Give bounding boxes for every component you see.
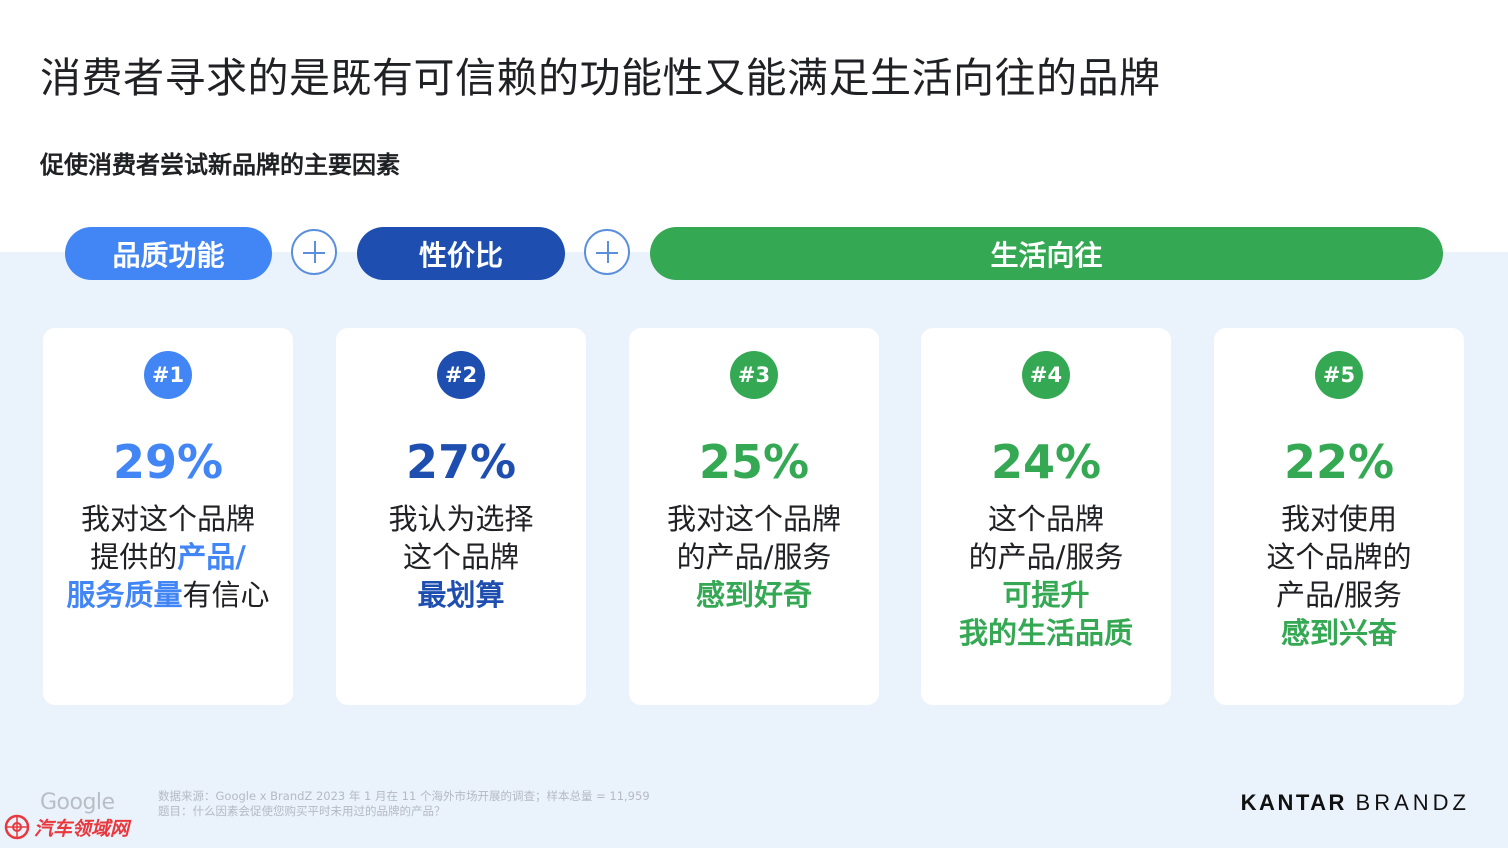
description-line: 这个品牌的 (1266, 540, 1412, 574)
plus-icon (584, 229, 630, 275)
page-subtitle: 促使消费者尝试新品牌的主要因素 (40, 151, 400, 179)
description-line: 产品/服务 (1276, 578, 1402, 612)
percent-value: 22% (1283, 435, 1395, 489)
plus-icon (291, 229, 337, 275)
highlight-text: 最划算 (417, 578, 505, 612)
description-text: 有信心 (182, 578, 270, 612)
question-line: 题目：什么因素会促使您购买平时未用过的品牌的产品？ (158, 804, 446, 818)
kantar-text: KANTAR (1240, 790, 1347, 815)
highlight-text: 感到好奇 (695, 578, 812, 612)
kantar-brandz-logo: KANTAR BRANDZ (1241, 790, 1470, 816)
description-line: 我对使用 (1280, 502, 1397, 536)
factor-description: 我对这个品牌 提供的产品/ 服务质量有信心 (43, 500, 293, 614)
description-line: 的产品/服务 (968, 540, 1124, 574)
factor-card-3: #3 25% 我对这个品牌 的产品/服务 感到好奇 (629, 328, 879, 705)
watermark: 汽车领域网 (4, 812, 129, 842)
percent-value: 24% (990, 435, 1102, 489)
highlight-text: 可提升 (1002, 578, 1090, 612)
factor-description: 我对使用 这个品牌的 产品/服务 感到兴奋 (1214, 500, 1464, 652)
rank-badge: #1 (144, 351, 192, 399)
factor-card-5: #5 22% 我对使用 这个品牌的 产品/服务 感到兴奋 (1214, 328, 1464, 705)
rank-badge: #2 (437, 351, 485, 399)
factor-description: 我认为选择 这个品牌 最划算 (336, 500, 586, 614)
description-line: 提供的产品/ (43, 538, 293, 576)
description-line: 这个品牌 (987, 502, 1104, 536)
description-line: 我对这个品牌 (666, 502, 841, 536)
description-text: 提供的 (90, 540, 178, 574)
rank-badge: #3 (730, 351, 778, 399)
watermark-text: 汽车领域网 (34, 817, 130, 840)
category-pill-functional: 品质功能 (65, 227, 272, 280)
source-note: 数据来源：Google x BrandZ 2023 年 1 月在 11 个海外市… (158, 789, 650, 819)
category-pill-value: 性价比 (357, 227, 565, 280)
description-line: 服务质量有信心 (43, 576, 293, 614)
description-line: 我认为选择 (388, 502, 534, 536)
highlight-text: 感到兴奋 (1280, 616, 1397, 650)
highlight-text: 产品/ (177, 540, 246, 574)
description-line: 我对这个品牌 (80, 502, 255, 536)
highlight-text: 服务质量 (66, 578, 183, 612)
factor-card-1: #1 29% 我对这个品牌 提供的产品/ 服务质量有信心 (43, 328, 293, 705)
rank-badge: #5 (1315, 351, 1363, 399)
category-pill-aspiration: 生活向往 (650, 227, 1443, 280)
percent-value: 27% (405, 435, 517, 489)
google-logo: Google (40, 790, 115, 815)
page-title: 消费者寻求的是既有可信赖的功能性又能满足生活向往的品牌 (40, 54, 1161, 102)
percent-value: 29% (112, 435, 224, 489)
factor-description: 这个品牌 的产品/服务 可提升 我的生活品质 (921, 500, 1171, 652)
description-line: 这个品牌 (402, 540, 519, 574)
rank-badge: #4 (1022, 351, 1070, 399)
wheel-icon (4, 814, 30, 840)
description-line: 的产品/服务 (676, 540, 832, 574)
brandz-text: BRANDZ (1355, 790, 1470, 815)
source-line: 数据来源：Google x BrandZ 2023 年 1 月在 11 个海外市… (158, 789, 650, 803)
factor-description: 我对这个品牌 的产品/服务 感到好奇 (629, 500, 879, 614)
highlight-text: 我的生活品质 (958, 616, 1133, 650)
factor-card-4: #4 24% 这个品牌 的产品/服务 可提升 我的生活品质 (921, 328, 1171, 705)
percent-value: 25% (698, 435, 810, 489)
factor-card-2: #2 27% 我认为选择 这个品牌 最划算 (336, 328, 586, 705)
